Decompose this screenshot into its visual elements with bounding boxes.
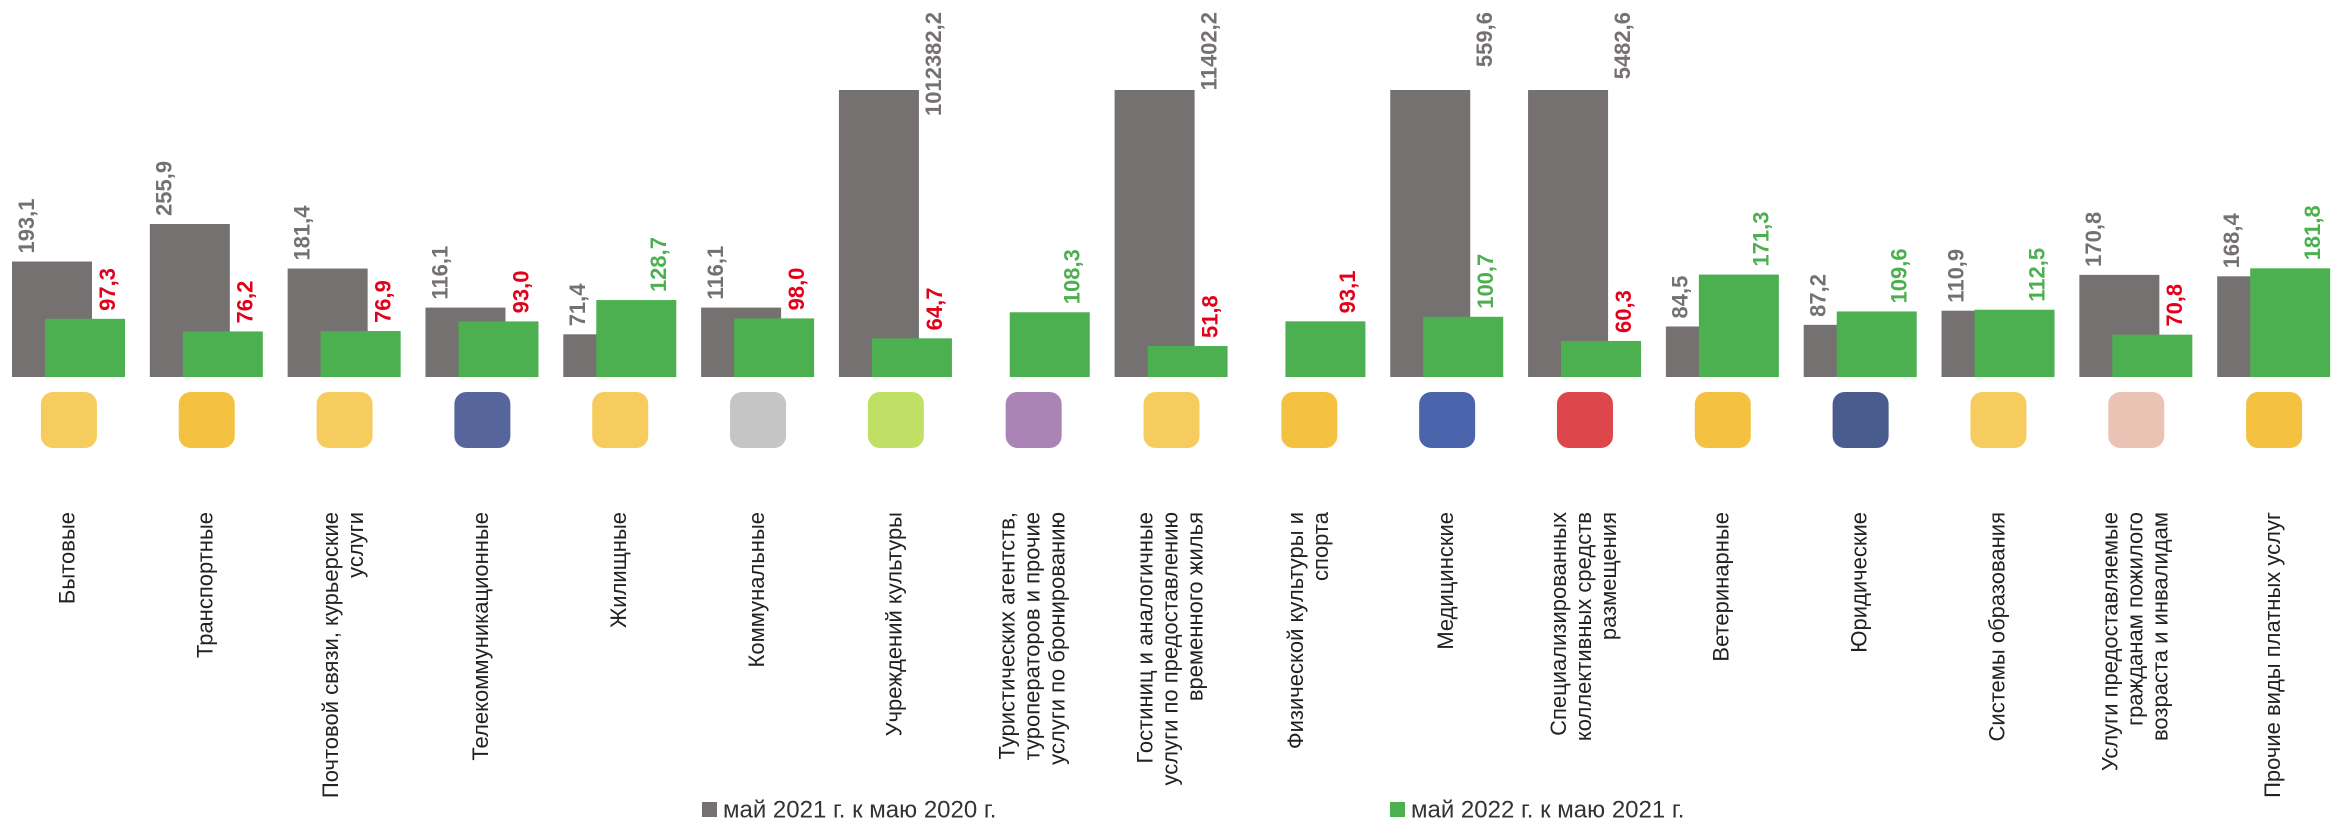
icon: [40, 392, 97, 448]
legend-swatch: [1390, 802, 1405, 817]
value-label: 171,3: [1749, 212, 1774, 267]
value-label: 559,6: [1472, 12, 1497, 67]
icon: [316, 392, 373, 448]
value-label: 110,9: [1943, 249, 1968, 303]
bar: [2112, 334, 2193, 377]
value-label: 71,4: [565, 283, 590, 327]
x-tick-label: Туристических агентств,туроператоров и п…: [994, 512, 1069, 765]
icon: [1143, 392, 1200, 448]
value-label: 255,9: [152, 161, 177, 216]
bar: [871, 338, 952, 377]
bar: [45, 318, 125, 377]
value-label: 84,5: [1668, 276, 1693, 319]
value-label: 128,7: [646, 237, 671, 292]
value-label: 100,7: [1473, 254, 1498, 309]
bar: [1147, 346, 1228, 377]
icon: [1281, 392, 1338, 448]
x-tick-label: Почтовой связи, курьерскиеуслуги: [318, 512, 368, 798]
icon: [1694, 392, 1751, 448]
bar: [1285, 321, 1366, 377]
bar: [2250, 268, 2331, 377]
bar: [1836, 311, 1917, 377]
x-tick-label: Коммунальные: [744, 512, 769, 667]
value-label: 170,8: [2081, 212, 2106, 267]
value-label: 181,8: [2300, 205, 2325, 260]
value-label: 112,5: [2024, 248, 2049, 302]
legend-label: май 2022 г. к маю 2021 г.: [1411, 796, 1684, 823]
bar: [838, 90, 919, 377]
value-label: 116,1: [427, 246, 452, 300]
bar: [182, 331, 263, 377]
x-tick-label: Медицинские: [1433, 512, 1458, 650]
bar: [1561, 340, 1642, 377]
icon: [454, 392, 511, 448]
value-label: 193,1: [14, 198, 39, 253]
value-label: 1012382,2: [921, 12, 946, 116]
bar: [1114, 90, 1195, 377]
x-tick-label: Прочие виды платных услуг: [2260, 512, 2285, 798]
value-label: 70,8: [2162, 284, 2187, 327]
bar: [1423, 316, 1504, 377]
bar: [596, 300, 677, 377]
icon: [1970, 392, 2027, 448]
icon: [1832, 392, 1889, 448]
value-label: 76,9: [370, 280, 395, 323]
x-tick-label: Телекоммуникационные: [468, 512, 493, 761]
value-label: 93,0: [508, 271, 533, 314]
bar: [1009, 312, 1090, 377]
bar: [1974, 309, 2055, 377]
value-label: 109,6: [1887, 248, 1912, 303]
icon: [867, 392, 924, 448]
value-label: 11402,2: [1196, 12, 1221, 90]
x-tick-label: Жилищные: [606, 512, 631, 628]
value-label: 5482,6: [1610, 12, 1635, 79]
bar: [458, 321, 539, 377]
icon: [1419, 392, 1476, 448]
icon: [1005, 392, 1062, 448]
icon: [592, 392, 649, 448]
x-tick-label: Гостиниц и аналогичныеуслуги по предоста…: [1132, 512, 1207, 786]
bar: [734, 318, 815, 377]
value-label: 51,8: [1197, 295, 1222, 338]
x-tick-label: Физической культуры испорта: [1283, 511, 1333, 749]
value-label: 76,2: [233, 281, 258, 324]
value-label: 87,2: [1806, 274, 1831, 317]
legend-swatch: [702, 802, 717, 817]
value-label: 98,0: [784, 268, 809, 311]
value-label: 60,3: [1611, 290, 1636, 333]
bar: [320, 331, 401, 377]
x-tick-label: Транспортные: [193, 512, 218, 658]
icon: [2108, 392, 2165, 448]
bars: [12, 90, 2331, 378]
icon: [730, 392, 787, 448]
icon: [1556, 392, 1613, 448]
x-tick-label: Юридические: [1846, 512, 1871, 653]
value-label: 168,4: [2219, 212, 2244, 268]
x-tick-label: Услуги предоставляемыегражданам пожилого…: [2097, 512, 2172, 771]
x-tick-label: Ветеринарные: [1709, 512, 1734, 662]
value-label: 97,3: [95, 268, 120, 311]
value-label: 108,3: [1060, 249, 1085, 304]
bar: [1528, 90, 1609, 377]
x-tick-label: Системы образования: [1984, 512, 2009, 741]
x-tick-label: Специализированныхколлективных средствра…: [1546, 512, 1621, 741]
icon: [178, 392, 235, 448]
x-tick-label: Бытовые: [55, 512, 80, 604]
value-label: 116,1: [703, 246, 728, 300]
legend-label: май 2021 г. к маю 2020 г.: [723, 796, 996, 823]
value-label: 181,4: [289, 205, 314, 261]
bar: [1698, 274, 1779, 377]
value-label: 64,7: [922, 287, 947, 330]
value-label: 93,1: [1335, 271, 1360, 314]
x-tick-label: Учреждений культуры: [882, 512, 907, 736]
icon: [2246, 392, 2303, 448]
